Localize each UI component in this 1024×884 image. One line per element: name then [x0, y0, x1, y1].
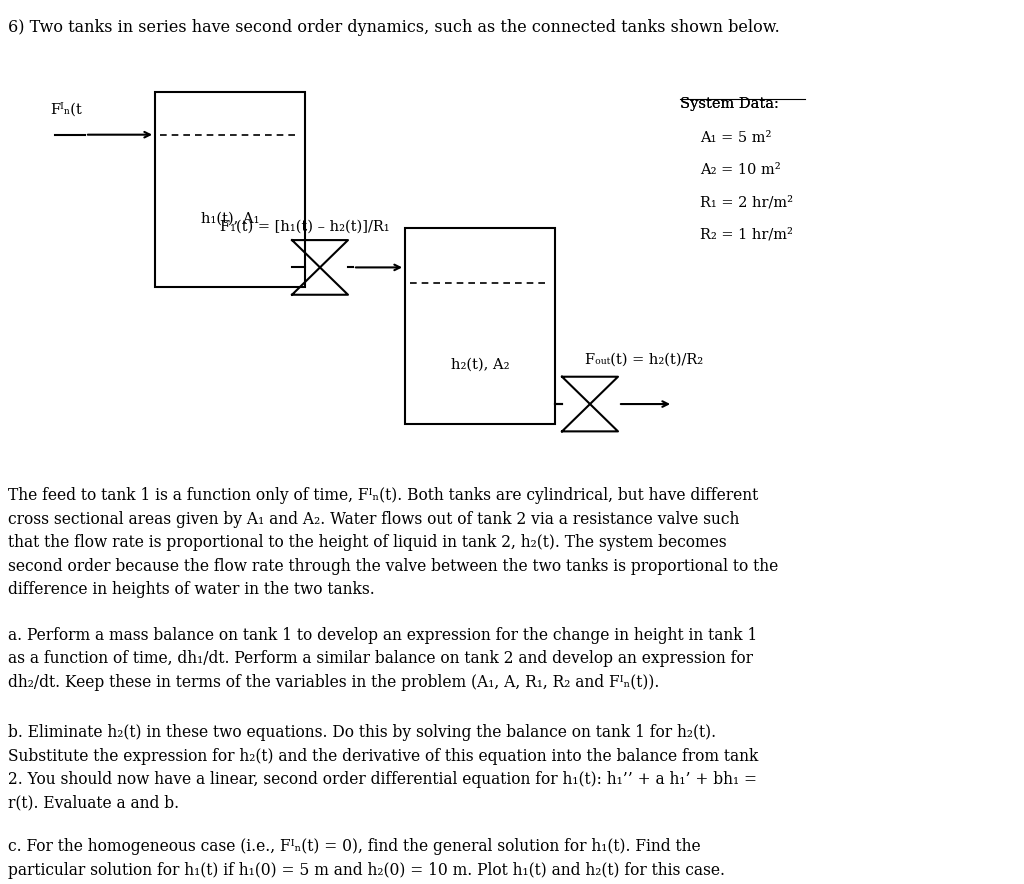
- Text: b. Eliminate h₂(t) in these two equations. Do this by solving the balance on tan: b. Eliminate h₂(t) in these two equation…: [8, 724, 759, 812]
- Bar: [155, 92, 305, 287]
- Text: The feed to tank 1 is a function only of time, Fᴵₙ(t). Both tanks are cylindrica: The feed to tank 1 is a function only of…: [8, 487, 778, 598]
- Text: a. Perform a mass balance on tank 1 to develop an expression for the change in h: a. Perform a mass balance on tank 1 to d…: [8, 627, 758, 690]
- Text: Fₒᵤₜ(t) = h₂(t)/R₂: Fₒᵤₜ(t) = h₂(t)/R₂: [585, 353, 703, 367]
- Text: Fᴵₙ(t: Fᴵₙ(t: [50, 103, 82, 117]
- Text: h₁(t), A₁: h₁(t), A₁: [201, 211, 259, 225]
- Text: h₂(t), A₂: h₂(t), A₂: [451, 358, 509, 372]
- Bar: [406, 228, 555, 423]
- Text: 6) Two tanks in series have second order dynamics, such as the connected tanks s: 6) Two tanks in series have second order…: [8, 19, 779, 35]
- Text: R₁ = 2 hr/m²: R₁ = 2 hr/m²: [700, 195, 793, 210]
- Text: System Data:: System Data:: [680, 96, 779, 110]
- Text: A₁ = 5 m²: A₁ = 5 m²: [700, 131, 771, 145]
- Text: R₂ = 1 hr/m²: R₂ = 1 hr/m²: [700, 227, 793, 241]
- Text: A₂ = 10 m²: A₂ = 10 m²: [700, 163, 780, 177]
- Text: c. For the homogeneous case (i.e., Fᴵₙ(t) = 0), find the general solution for h₁: c. For the homogeneous case (i.e., Fᴵₙ(t…: [8, 838, 725, 879]
- Text: System Data:: System Data:: [680, 96, 779, 110]
- Text: F₁(t) = [h₁(t) – h₂(t)]/R₁: F₁(t) = [h₁(t) – h₂(t)]/R₁: [220, 219, 390, 233]
